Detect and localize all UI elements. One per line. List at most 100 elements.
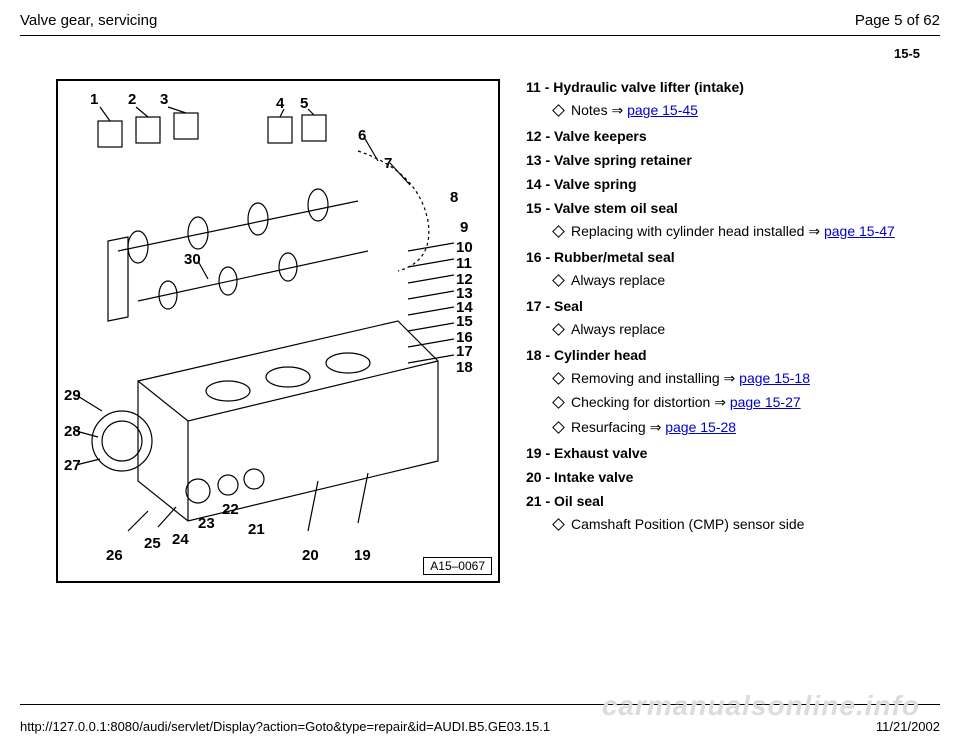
parts-item-number: 16 — [526, 249, 542, 265]
figure-label: A15–0067 — [423, 557, 492, 575]
parts-item-note-text: Notes ⇒ page 15-45 — [571, 101, 698, 120]
footer-rule — [20, 704, 940, 705]
parts-item-note-text: Camshaft Position (CMP) sensor side — [571, 515, 804, 534]
page-link[interactable]: page 15-45 — [627, 102, 698, 118]
callout-21: 21 — [248, 521, 265, 538]
header-title: Valve gear, servicing — [20, 12, 157, 29]
diamond-bullet-icon — [552, 397, 565, 410]
parts-item-title: Valve spring — [554, 176, 636, 192]
callout-25: 25 — [144, 535, 161, 552]
parts-item-title: Valve keepers — [554, 128, 647, 144]
parts-item-number: 15 — [526, 200, 542, 216]
arrow-icon: ⇒ — [650, 419, 666, 435]
diamond-bullet-icon — [552, 274, 565, 287]
parts-item-sep: - — [542, 200, 554, 216]
parts-list: 11 - Hydraulic valve lifter (intake) Note… — [500, 65, 940, 583]
note-text: Always replace — [571, 272, 665, 288]
parts-item-title: Cylinder head — [554, 347, 647, 363]
parts-item: 11 - Hydraulic valve lifter (intake) Note… — [526, 79, 930, 120]
footer-url: http://127.0.0.1:8080/audi/servlet/Displ… — [20, 719, 550, 734]
parts-item-title: Hydraulic valve lifter (intake) — [553, 79, 744, 95]
content-area: 1234567891011121314151617181920212223242… — [0, 65, 960, 583]
parts-item-sep: - — [542, 249, 554, 265]
diamond-bullet-icon — [552, 104, 565, 117]
parts-item-note: Notes ⇒ page 15-45 — [554, 101, 930, 120]
parts-item: 21 - Oil seal Camshaft Position (CMP) sen… — [526, 493, 930, 534]
parts-item: 19 - Exhaust valve — [526, 445, 930, 461]
callout-29: 29 — [64, 387, 81, 404]
parts-item: 14 - Valve spring — [526, 176, 930, 192]
callout-28: 28 — [64, 423, 81, 440]
parts-item-sep: - — [542, 493, 554, 509]
callout-27: 27 — [64, 457, 81, 474]
parts-item-number: 21 — [526, 493, 542, 509]
parts-item-title: Rubber/metal seal — [554, 249, 675, 265]
note-text: Removing and installing — [571, 370, 724, 386]
parts-item-note: Removing and installing ⇒ page 15-18 — [554, 369, 930, 388]
callout-22: 22 — [222, 501, 239, 518]
note-text: Camshaft Position (CMP) sensor side — [571, 516, 804, 532]
page-link[interactable]: page 15-18 — [739, 370, 810, 386]
callout-7: 7 — [384, 155, 392, 172]
parts-item-note: Camshaft Position (CMP) sensor side — [554, 515, 930, 534]
parts-item-head: 17 - Seal — [526, 298, 930, 314]
parts-item-note: Always replace — [554, 271, 930, 290]
parts-item-sep: - — [541, 79, 553, 95]
callout-17: 17 — [456, 343, 473, 360]
parts-item-number: 19 — [526, 445, 542, 461]
diagram-svg — [58, 81, 498, 581]
parts-item-number: 17 — [526, 298, 542, 314]
parts-item-title: Intake valve — [554, 469, 633, 485]
page-link[interactable]: page 15-47 — [824, 223, 895, 239]
parts-item-sep: - — [542, 347, 554, 363]
callout-23: 23 — [198, 515, 215, 532]
page-link[interactable]: page 15-28 — [665, 419, 736, 435]
parts-item-note: Resurfacing ⇒ page 15-28 — [554, 418, 930, 437]
callout-3: 3 — [160, 91, 168, 108]
parts-item-number: 13 — [526, 152, 542, 168]
exploded-diagram: 1234567891011121314151617181920212223242… — [56, 79, 500, 583]
page-link[interactable]: page 15-27 — [730, 394, 801, 410]
parts-item-note: Replacing with cylinder head installed ⇒… — [554, 222, 930, 241]
callout-10: 10 — [456, 239, 473, 256]
parts-item-title: Seal — [554, 298, 583, 314]
parts-item-sep: - — [542, 152, 554, 168]
parts-item-head: 14 - Valve spring — [526, 176, 930, 192]
parts-item-number: 18 — [526, 347, 542, 363]
parts-item-title: Exhaust valve — [554, 445, 647, 461]
parts-item: 17 - Seal Always replace — [526, 298, 930, 339]
parts-item-sep: - — [542, 298, 554, 314]
parts-item: 18 - Cylinder head Removing and installin… — [526, 347, 930, 438]
parts-item-head: 21 - Oil seal — [526, 493, 930, 509]
parts-item-sep: - — [542, 128, 554, 144]
page-footer: http://127.0.0.1:8080/audi/servlet/Displ… — [20, 719, 940, 734]
parts-item-note: Always replace — [554, 320, 930, 339]
callout-26: 26 — [106, 547, 123, 564]
parts-item-number: 11 — [526, 79, 541, 95]
parts-item-note-text: Resurfacing ⇒ page 15-28 — [571, 418, 736, 437]
arrow-icon: ⇒ — [724, 370, 740, 386]
diamond-bullet-icon — [552, 421, 565, 434]
callout-4: 4 — [276, 95, 284, 112]
callout-19: 19 — [354, 547, 371, 564]
parts-item-head: 15 - Valve stem oil seal — [526, 200, 930, 216]
note-text: Replacing with cylinder head installed — [571, 223, 808, 239]
callout-1: 1 — [90, 91, 98, 108]
note-text: Notes — [571, 102, 611, 118]
parts-item-sep: - — [542, 176, 554, 192]
parts-item-number: 12 — [526, 128, 542, 144]
arrow-icon: ⇒ — [714, 394, 730, 410]
parts-item-note-text: Removing and installing ⇒ page 15-18 — [571, 369, 810, 388]
parts-item-note-text: Always replace — [571, 320, 665, 339]
parts-item: 13 - Valve spring retainer — [526, 152, 930, 168]
parts-item-head: 13 - Valve spring retainer — [526, 152, 930, 168]
parts-item-sep: - — [542, 445, 554, 461]
parts-item-head: 19 - Exhaust valve — [526, 445, 930, 461]
parts-item: 12 - Valve keepers — [526, 128, 930, 144]
callout-6: 6 — [358, 127, 366, 144]
parts-item-note-text: Checking for distortion ⇒ page 15-27 — [571, 393, 801, 412]
arrow-icon: ⇒ — [611, 102, 627, 118]
note-text: Resurfacing — [571, 419, 650, 435]
header-page-info: Page 5 of 62 — [855, 12, 940, 29]
callout-9: 9 — [460, 219, 468, 236]
